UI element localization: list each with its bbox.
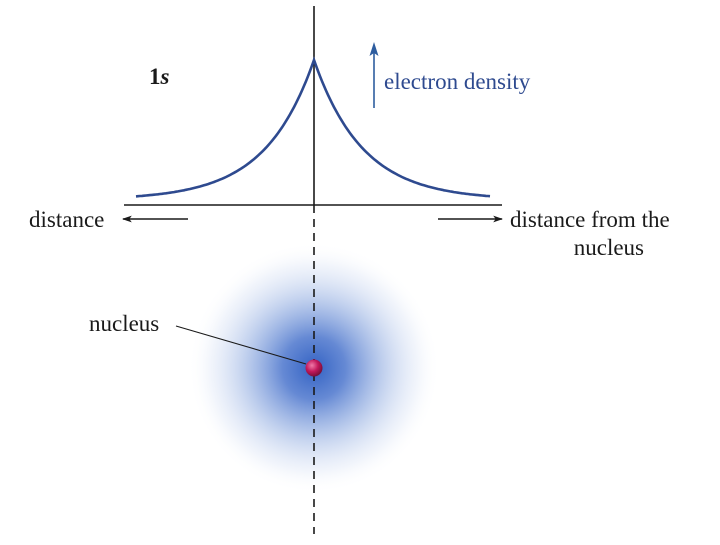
distance-right-label-line1: distance from the <box>510 207 670 232</box>
distance-left-label: distance <box>29 207 104 232</box>
electron-density-label: electron density <box>384 69 531 94</box>
electron-density-arrowhead <box>369 42 379 56</box>
nucleus <box>305 359 323 377</box>
orbital-label: 1s <box>149 64 170 89</box>
distance-right-label-line2: nucleus <box>574 235 644 260</box>
orbital-label-letter: s <box>160 64 170 89</box>
nucleus-leader-line <box>175 325 307 365</box>
orbital-label-number: 1 <box>149 64 161 89</box>
electron-density-curve <box>135 56 491 198</box>
nucleus-label: nucleus <box>89 311 159 336</box>
